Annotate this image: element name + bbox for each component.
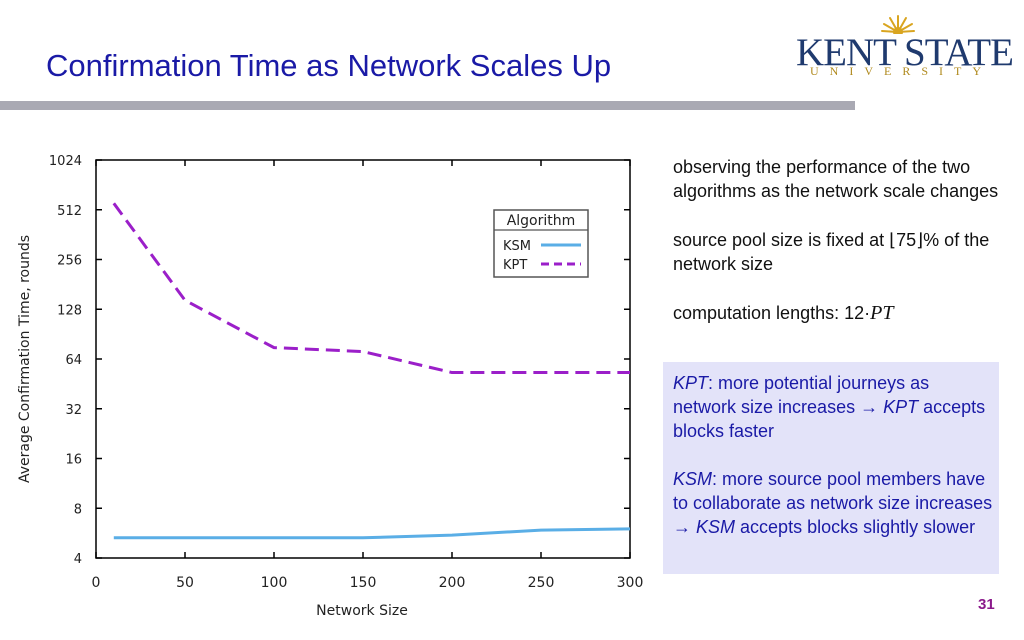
kpt-explanation: KPT: more potential journeys as network … [673, 371, 995, 443]
x-tick-label: 200 [439, 575, 466, 591]
kpt-text-1: : more potential journeys as network siz… [673, 373, 930, 417]
legend-label-ksm: KSM [503, 239, 531, 254]
note-computation-var: PT [870, 302, 894, 324]
y-tick-label: 512 [57, 204, 82, 219]
chart-legend: Algorithm KSM KPT [493, 209, 589, 278]
legend-title: Algorithm [507, 213, 576, 229]
y-tick-label: 64 [65, 353, 82, 368]
kpt-text-2: accepts blocks faster [673, 397, 986, 441]
ksm-term-2: KSM [696, 517, 736, 537]
x-tick-label: 100 [261, 575, 288, 591]
note-computation-prefix: computation lengths: 12· [673, 303, 871, 323]
notes-panel: observing the performance of the two alg… [673, 155, 1003, 350]
legend-label-kpt: KPT [503, 258, 527, 273]
logo-wordmark: KENT STATE [796, 31, 1014, 74]
x-tick-label: 0 [92, 575, 101, 591]
university-logo: KENT STATE UNIVERSITY [796, 12, 1014, 82]
y-tick-label: 8 [74, 502, 82, 517]
y-tick-label: 128 [57, 303, 82, 318]
y-axis-label: Average Confirmation Time, rounds [17, 235, 33, 483]
ksm-text-2: accepts blocks slightly slower [735, 517, 976, 537]
note-source-pool: source pool size is fixed at ⌊75⌋% of th… [673, 230, 990, 274]
kpt-term-2: KPT [883, 397, 919, 417]
y-tick-label: 4 [74, 552, 82, 567]
highlight-text: KPT: more potential journeys as network … [673, 371, 995, 563]
y-tick-label: 256 [57, 254, 82, 269]
x-tick-label: 300 [617, 575, 644, 591]
note-scale-observation: observing the performance of the two alg… [673, 157, 999, 201]
x-tick-label: 150 [350, 575, 377, 591]
y-tick-label: 1024 [49, 154, 82, 169]
title-divider [0, 101, 855, 110]
page-number: 31 [978, 596, 995, 613]
highlight-box [663, 362, 999, 574]
ksm-text-1: : more source pool members have to colla… [673, 469, 993, 537]
y-tick-label: 32 [65, 403, 82, 418]
y-tick-label: 16 [65, 453, 82, 468]
x-tick-label: 50 [176, 575, 194, 591]
kpt-term: KPT [673, 373, 709, 393]
note-computation-lengths: computation lengths: 12·PT [673, 301, 1003, 325]
x-axis-label: Network Size [316, 603, 408, 619]
logo-subtitle: UNIVERSITY [810, 64, 992, 78]
ksm-explanation: KSM: more source pool members have to co… [673, 467, 995, 539]
sunburst-icon [881, 15, 915, 34]
series-line-ksm [113, 527, 631, 540]
x-tick-label: 250 [528, 575, 555, 591]
slide-title: Confirmation Time as Network Scales Up [46, 48, 612, 83]
series-line-kpt [112, 202, 630, 375]
ksm-term: KSM [673, 469, 713, 489]
line-chart: 0 50 100 150 200 250 300481632641282565121024 … [17, 154, 644, 619]
